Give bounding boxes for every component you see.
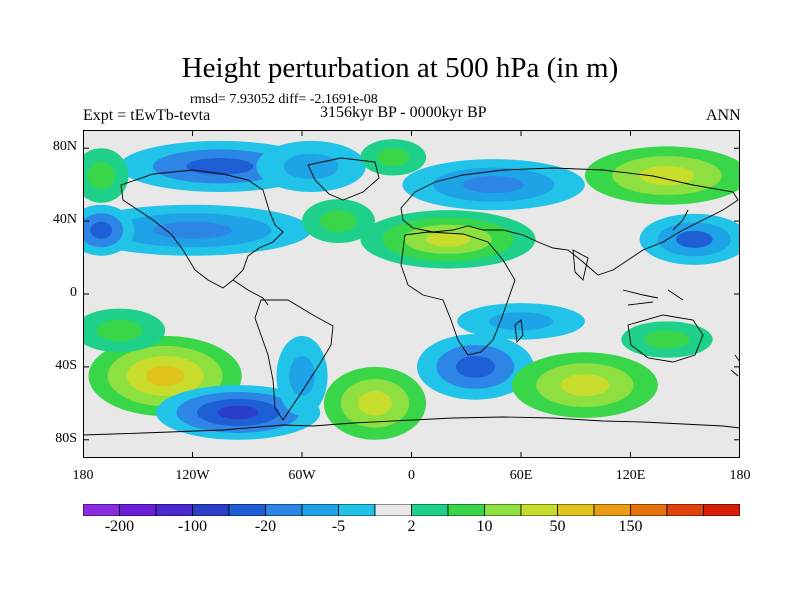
colorbar-swatch-10 xyxy=(447,504,485,516)
field-contour-19-1 xyxy=(644,330,690,349)
plot-title: Height perturbation at 500 hPa (in m) xyxy=(181,52,619,84)
colorbar-swatch-16 xyxy=(666,504,704,516)
field-contour-14-2 xyxy=(639,165,695,186)
colorbar-label: 150 xyxy=(618,518,643,535)
y-tick-label: 40N xyxy=(52,212,77,228)
colorbar-swatch-12 xyxy=(520,504,558,516)
field-contour-1-3 xyxy=(217,405,259,420)
height-field xyxy=(83,130,740,458)
x-tick-label: 0 xyxy=(408,468,415,483)
colorbar-swatch-15 xyxy=(630,504,668,516)
colorbar-swatch-8 xyxy=(374,504,412,516)
x-tick-label: 120W xyxy=(175,468,210,483)
y-tick-label: 80N xyxy=(52,139,77,155)
colorbar-label: -20 xyxy=(254,518,277,535)
field-contour-18-1 xyxy=(376,148,410,167)
colorbar-swatch-6 xyxy=(301,504,339,516)
colorbar-label: -100 xyxy=(177,518,208,535)
colorbar-swatch-11 xyxy=(484,504,522,516)
field-contour-6-1 xyxy=(96,319,143,342)
field-contour-8-2 xyxy=(90,221,113,239)
field-contour-9-2 xyxy=(186,157,254,175)
colorbar-swatch-2 xyxy=(155,504,193,516)
field-contour-0-3 xyxy=(145,365,185,387)
x-tick-label: 60E xyxy=(509,468,533,483)
colorbar-swatch-14 xyxy=(593,504,631,516)
field-contour-13-2 xyxy=(463,176,525,194)
field-contour-2-1 xyxy=(289,355,315,397)
field-contour-4-2 xyxy=(455,355,495,378)
x-tick-label: 180 xyxy=(72,468,94,483)
x-tick-label: 120E xyxy=(615,468,646,483)
colorbar-swatch-13 xyxy=(557,504,595,516)
field-contour-7-2 xyxy=(152,221,233,239)
colorbar-label: 2 xyxy=(407,518,416,535)
colorbar-label: 50 xyxy=(549,518,566,535)
colorbar-swatch-17 xyxy=(703,504,740,516)
field-contour-12-3 xyxy=(426,232,470,247)
colorbar-label: -5 xyxy=(331,518,346,535)
season-label: ANN xyxy=(706,107,741,124)
field-contour-10-1 xyxy=(283,153,339,180)
colorbar-label: 10 xyxy=(476,518,493,535)
colorbar-label: -200 xyxy=(104,518,135,535)
x-tick-label: 60W xyxy=(288,468,316,483)
field-contour-15-2 xyxy=(676,230,713,248)
colorbar-swatch-3 xyxy=(192,504,230,516)
colorbar-swatch-7 xyxy=(338,504,376,516)
coastlines xyxy=(83,157,740,436)
experiment-label: Expt = tEwTb-tevta xyxy=(83,107,211,124)
y-tick-label: 80S xyxy=(55,430,77,446)
y-tick-label: 0 xyxy=(70,285,77,300)
colorbar-swatch-1 xyxy=(119,504,157,516)
colorbar-swatch-0 xyxy=(83,504,120,516)
map-panel xyxy=(83,130,740,458)
colorbar-swatch-5 xyxy=(265,504,303,516)
axis-ticks xyxy=(83,130,740,458)
colorbar-swatch-9 xyxy=(411,504,449,516)
field-contour-3-2 xyxy=(357,391,393,416)
x-tick-label: 180 xyxy=(729,468,751,483)
colorbar-swatch-4 xyxy=(228,504,266,516)
stats-text: rmsd= 7.93052 diff= -2.1691e-08 xyxy=(190,92,378,107)
colorbar xyxy=(83,504,740,516)
period-label: 3156kyr BP - 0000kyr BP xyxy=(320,104,487,121)
field-contour-11-1 xyxy=(320,210,357,233)
y-tick-label: 40S xyxy=(55,357,77,373)
field-contour-5-2 xyxy=(560,374,610,397)
field-contour-17-1 xyxy=(87,161,115,190)
